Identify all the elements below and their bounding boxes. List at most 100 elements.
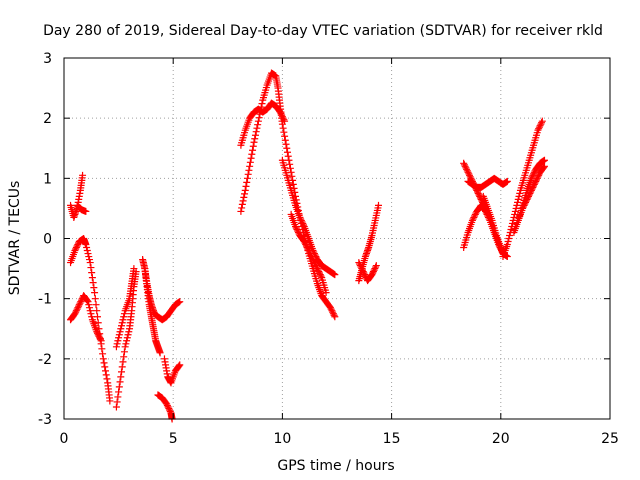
data-point <box>253 124 261 132</box>
data-point <box>82 207 90 215</box>
data-point <box>312 262 320 270</box>
series-arc-f <box>112 265 138 351</box>
data-point <box>112 343 120 351</box>
data-point <box>85 256 93 264</box>
data-point <box>329 308 337 316</box>
data-point <box>308 254 316 262</box>
data-point <box>530 182 538 190</box>
data-point <box>356 260 364 268</box>
data-point <box>119 316 127 324</box>
data-point <box>279 124 287 132</box>
data-point <box>94 331 102 339</box>
data-point <box>87 264 95 272</box>
grid <box>64 58 610 419</box>
data-point <box>83 244 91 252</box>
data-point <box>75 302 83 310</box>
data-point <box>254 121 262 129</box>
data-point <box>326 304 334 312</box>
data-point <box>245 166 253 174</box>
data-point <box>519 204 527 212</box>
data-point <box>304 245 312 253</box>
data-point <box>281 132 289 140</box>
data-point <box>314 266 322 274</box>
data-point <box>303 244 311 252</box>
data-point <box>73 305 81 313</box>
data-point <box>522 197 530 205</box>
data-point <box>75 301 83 309</box>
data-point <box>316 271 324 279</box>
data-point <box>284 152 292 160</box>
y-tick-label: -1 <box>38 292 52 308</box>
data-point <box>474 189 482 197</box>
data-point <box>469 215 477 223</box>
data-point <box>93 329 101 337</box>
data-point <box>246 158 254 166</box>
data-point <box>306 250 314 258</box>
data-point <box>96 334 104 342</box>
data-point <box>282 140 290 148</box>
data-point <box>122 340 130 348</box>
data-point <box>531 179 539 187</box>
data-point <box>461 162 469 170</box>
data-point <box>503 241 511 249</box>
data-point <box>471 212 479 220</box>
data-point <box>520 201 528 209</box>
data-point <box>102 371 110 379</box>
data-point <box>533 174 541 182</box>
data-point <box>302 241 310 249</box>
data-point <box>534 173 542 181</box>
data-point <box>358 266 366 274</box>
data-point <box>237 207 245 215</box>
series-arc-d <box>67 292 105 345</box>
data-point <box>294 227 302 235</box>
data-point <box>85 253 93 261</box>
data-point <box>71 247 79 255</box>
data-point <box>511 207 519 215</box>
y-tick-label: 0 <box>43 232 52 248</box>
data-point <box>463 165 471 173</box>
data-point <box>468 216 476 224</box>
data-point <box>117 373 125 381</box>
series-arc-a <box>67 171 87 221</box>
series-arc-b <box>73 201 90 215</box>
x-tick-label: 10 <box>273 431 291 447</box>
data-point <box>540 156 548 164</box>
data-point <box>90 284 98 292</box>
data-point <box>526 189 534 197</box>
data-point <box>115 334 123 342</box>
data-point <box>72 307 80 315</box>
data-point <box>288 172 296 180</box>
data-point <box>527 188 535 196</box>
data-point <box>91 289 99 297</box>
data-point <box>252 128 260 136</box>
data-point <box>536 122 544 130</box>
data-point <box>85 304 93 312</box>
data-point <box>119 358 127 366</box>
data-point <box>369 269 377 277</box>
data-point <box>79 171 87 179</box>
data-point <box>310 257 318 265</box>
chart-title: Day 280 of 2019, Sidereal Day-to-day VTE… <box>43 23 603 39</box>
data-point <box>300 238 308 246</box>
data-point <box>370 266 378 274</box>
data-point <box>464 168 472 176</box>
data-point <box>313 263 321 271</box>
y-axis-label: SDTVAR / TECUs <box>7 181 23 296</box>
data-point <box>120 313 128 321</box>
data-point <box>522 198 530 206</box>
data-point <box>279 114 287 122</box>
data-point <box>361 271 369 279</box>
data-point <box>124 331 132 339</box>
data-point <box>99 350 107 358</box>
data-point <box>523 195 531 203</box>
data-point <box>371 265 379 273</box>
data-point <box>293 225 301 233</box>
data-point <box>540 162 548 170</box>
data-point <box>525 191 533 199</box>
data-point <box>88 313 96 321</box>
data-point <box>115 388 123 396</box>
data-point <box>250 138 258 146</box>
data-point <box>166 406 174 414</box>
data-point <box>83 297 91 305</box>
